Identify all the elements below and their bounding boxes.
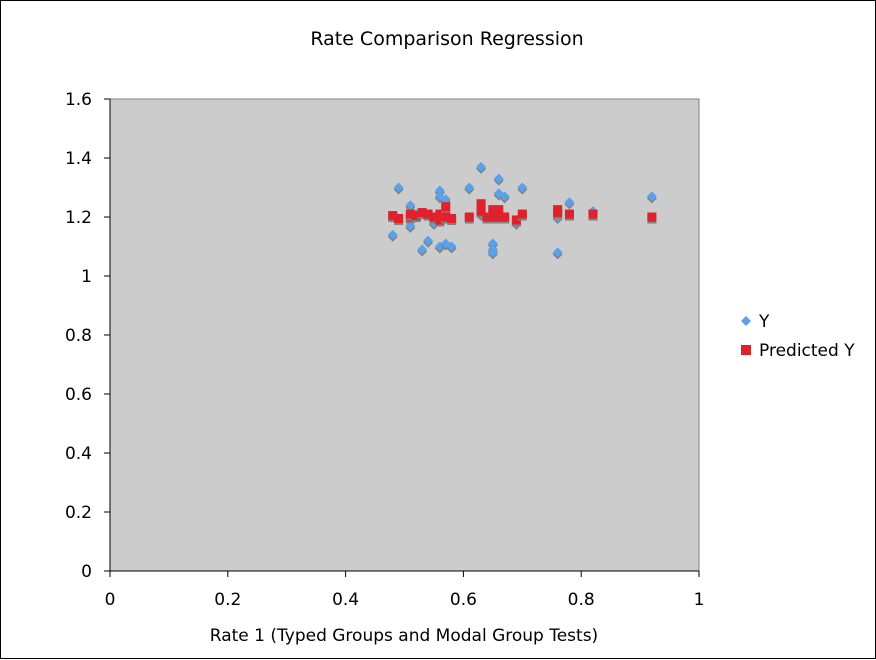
data-point-y [564,197,575,210]
legend-marker-diamond [741,316,751,326]
legend-marker-square [741,345,751,355]
data-point-predicted-y [647,212,657,224]
legend-label: Predicted Y [759,341,855,361]
data-point-predicted-y [500,212,510,224]
y-tick-label: 1 [81,267,92,287]
data-point-predicted-y [553,208,563,220]
y-tick-label: 0 [81,562,92,582]
y-tick-label: 0.6 [65,385,92,405]
data-point-predicted-y [429,212,439,224]
data-point-predicted-y [564,209,574,221]
data-point-y [487,247,498,260]
data-point-predicted-y [423,209,433,221]
data-point-predicted-y [488,205,498,217]
series-predicted-y [388,199,657,227]
x-tick-label: 1 [694,590,705,610]
data-point-y [464,182,475,195]
y-tick-label: 1.4 [65,149,92,169]
x-tick-label: 0.4 [332,590,359,610]
axes: 0 0.2 0.4 0.6 0.8 1 0 0.2 0.4 0.6 0.8 1 1.2 1.4 1.6 [65,90,704,610]
data-point-predicted-y [517,209,527,221]
data-point-predicted-y [405,209,415,221]
data-point-predicted-y [494,212,504,224]
data-point-predicted-y [447,213,457,225]
x-tick-label: 0.6 [450,590,477,610]
y-tick-label: 0.2 [65,503,92,523]
y-tick-label: 0.8 [65,326,92,346]
data-point-predicted-y [464,212,474,224]
y-tick-label: 0.4 [65,444,92,464]
legend-item: Y [741,312,770,332]
data-point-predicted-y [482,212,492,224]
chart-title: Rate Comparison Regression [310,28,583,50]
y-tick-label: 1.2 [65,208,92,228]
legend-item: Predicted Y [741,341,855,361]
data-point-predicted-y [494,205,504,217]
data-point-y [446,241,457,254]
data-point-y [499,191,510,204]
x-tick-label: 0 [105,590,116,610]
legend-label: Y [758,312,770,332]
data-point-y [476,161,487,174]
data-point-predicted-y [511,215,521,227]
data-point-predicted-y [488,212,498,224]
y-tick-label: 1.6 [65,90,92,110]
plot-area [109,98,700,572]
data-point-y [493,173,504,186]
data-point-predicted-y [388,211,398,223]
data-point-predicted-y [441,202,451,214]
data-point-y [517,182,528,195]
data-point-y [393,182,404,195]
data-point-predicted-y [411,211,421,223]
x-axis-label: Rate 1 (Typed Groups and Modal Group Tes… [210,626,598,646]
data-point-y [552,247,563,260]
data-point-predicted-y [394,213,404,225]
data-point-predicted-y [588,209,598,221]
x-tick-label: 0.2 [214,590,241,610]
data-point-predicted-y [417,208,427,220]
data-point-y [387,229,398,242]
data-point-predicted-y [476,199,486,211]
data-point-y [417,244,428,257]
data-point-predicted-y [435,215,445,227]
data-marks [387,161,657,260]
data-point-y [423,235,434,248]
data-point-predicted-y [441,212,451,224]
data-point-predicted-y [476,206,486,218]
data-point-y [646,191,657,204]
x-tick-label: 0.8 [568,590,595,610]
legend: Y Predicted Y [741,312,855,361]
